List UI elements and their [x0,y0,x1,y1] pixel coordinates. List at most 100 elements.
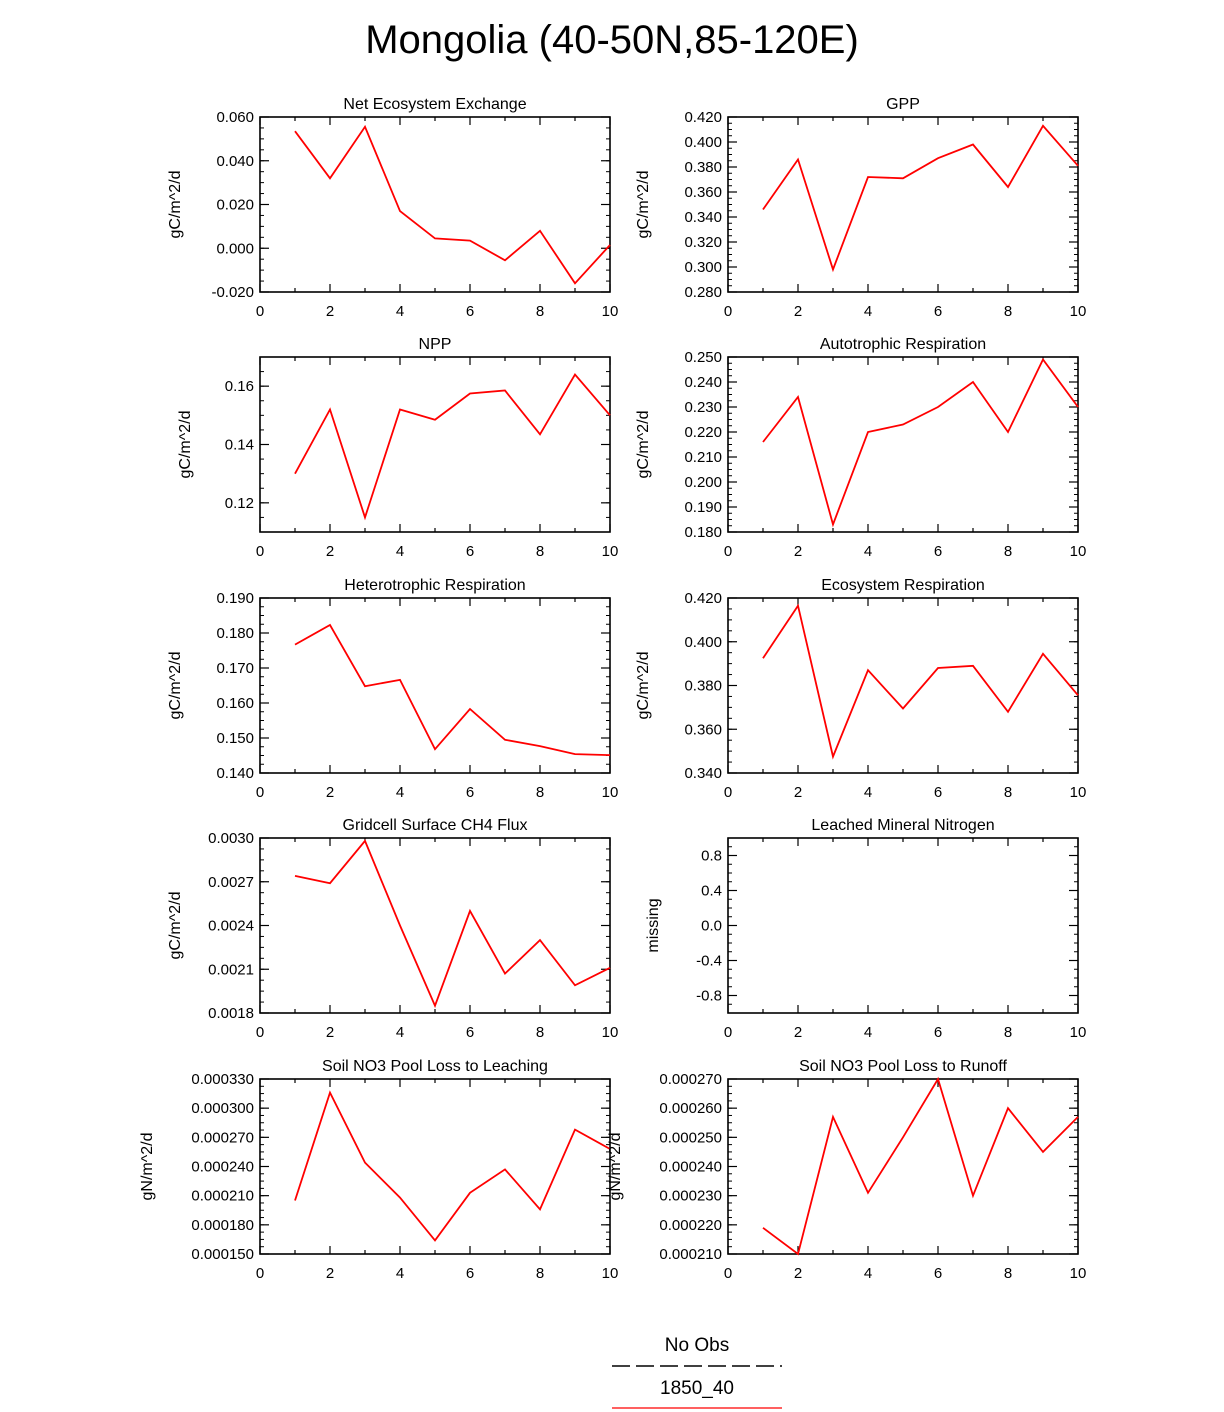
legend-line-1850-40 [612,1407,782,1409]
x-tick-label: 8 [1004,1265,1012,1282]
plot-frame [727,116,1079,293]
x-tick-label: 10 [1070,1024,1087,1041]
x-tick-label: 2 [326,543,334,560]
y-tick-label: 0.000240 [191,1159,254,1176]
y-tick-label: 0.000210 [191,1188,254,1205]
y-tick-label: 0.300 [684,259,722,276]
panel-title: Soil NO3 Pool Loss to Runoff [799,1058,1007,1075]
x-tick-label: 10 [1070,543,1087,560]
series-line [294,839,611,1009]
x-tick-label: 4 [864,303,872,320]
x-tick-label: 10 [602,784,619,801]
panel-title: Heterotrophic Respiration [344,577,525,594]
x-tick-label: 6 [934,543,942,560]
panel-8: Leached Mineral Nitrogen 0 2 4 6 8 10 -0.8 -0.4 0… [645,817,1086,1041]
series-line [762,124,1079,273]
x-tick-label: 6 [466,1024,474,1041]
y-axis-label: gN/m^2/d [139,1133,156,1201]
y-tick-label: -0.8 [696,988,722,1005]
y-tick-label: 0.280 [684,284,722,301]
y-axis-label: gC/m^2/d [635,652,652,720]
x-tick-label: 0 [256,1024,264,1041]
x-tick-label: 2 [326,1024,334,1041]
panel-7: Gridcell Surface CH4 Flux 0 2 4 6 8 10 0.0018 0.… [167,817,618,1041]
panel-title: Net Ecosystem Exchange [343,96,526,113]
series-line [762,357,1079,528]
x-tick-label: 8 [536,1265,544,1282]
y-tick-label: 0.250 [684,349,722,366]
y-tick-label: 0.000210 [659,1246,722,1263]
panel-3: NPP 0 2 4 6 8 10 0.12 0.14 0.16 gC/m^2/d [177,336,618,560]
y-tick-label: 0.000270 [659,1071,722,1088]
x-tick-label: 4 [396,1265,404,1282]
y-tick-label: 0.400 [684,134,722,151]
x-tick-label: 4 [864,784,872,801]
panel-6: Ecosystem Respiration 0 2 4 6 8 10 0.340 0.360 0.… [635,577,1086,801]
y-tick-label: 0.240 [684,374,722,391]
x-tick-label: 4 [396,784,404,801]
x-tick-label: 0 [256,303,264,320]
x-tick-label: 0 [724,543,732,560]
x-tick-label: 4 [396,543,404,560]
x-tick-label: 8 [536,543,544,560]
plot-frame [259,1078,611,1255]
x-tick-label: 2 [794,303,802,320]
y-tick-label: 0.180 [684,524,722,541]
y-tick-label: 0.340 [684,765,722,782]
x-tick-label: 8 [536,1024,544,1041]
y-tick-label: 0.12 [225,495,254,512]
y-tick-label: 0.190 [684,499,722,516]
x-tick-label: 0 [256,1265,264,1282]
x-tick-label: 6 [466,543,474,560]
y-tick-label: 0.060 [216,109,254,126]
plot-frame [259,837,611,1014]
panel-title: Leached Mineral Nitrogen [811,817,994,834]
x-tick-label: 6 [934,303,942,320]
plot-frame [727,597,1079,774]
x-tick-label: 10 [602,543,619,560]
series-line [294,372,611,521]
y-tick-label: 0.0021 [208,961,254,978]
x-tick-label: 10 [1070,1265,1087,1282]
y-axis-label: gC/m^2/d [167,892,184,960]
x-tick-label: 4 [396,303,404,320]
y-tick-label: 0.380 [684,678,722,695]
x-tick-label: 8 [1004,303,1012,320]
y-tick-label: -0.4 [696,953,722,970]
series-line [294,623,611,756]
y-tick-label: 0.360 [684,721,722,738]
y-axis-label: gC/m^2/d [167,652,184,720]
y-tick-label: 0.180 [216,625,254,642]
plot-frame [727,356,1079,533]
y-tick-label: 0.4 [701,883,722,900]
y-tick-label: 0.0027 [208,874,254,891]
y-axis-label: gC/m^2/d [635,411,652,479]
y-tick-label: 0.0018 [208,1005,254,1022]
legend-label-no-obs: No Obs [664,1335,730,1356]
y-tick-label: 0.200 [684,474,722,491]
x-tick-label: 8 [536,303,544,320]
x-tick-label: 0 [724,1024,732,1041]
y-tick-label: 0.8 [701,848,722,865]
x-tick-label: 10 [602,303,619,320]
y-tick-label: 0.000300 [191,1100,254,1117]
panel-title: Autotrophic Respiration [820,336,986,353]
x-tick-label: 8 [536,784,544,801]
x-tick-label: 2 [794,543,802,560]
y-tick-label: 0.000260 [659,1100,722,1117]
x-tick-label: 0 [256,784,264,801]
panel-9: Soil NO3 Pool Loss to Leaching 0 2 4 6 8 10 0.0… [139,1058,618,1282]
y-tick-label: 0.000150 [191,1246,254,1263]
legend-line-no-obs [612,1365,782,1367]
y-tick-label: 0.340 [684,209,722,226]
y-tick-label: 0.040 [216,153,254,170]
panel-4: Autotrophic Respiration 0 2 4 6 8 10 0.180 0.190… [635,336,1086,560]
y-tick-label: 0.320 [684,234,722,251]
y-tick-label: 0.220 [684,424,722,441]
x-tick-label: 10 [602,1024,619,1041]
y-tick-label: 0.16 [225,378,254,395]
y-axis-label: gC/m^2/d [177,411,194,479]
panel-1: Net Ecosystem Exchange 0 2 4 6 8 10 -0.020 0.000… [167,96,618,320]
y-tick-label: 0.230 [684,399,722,416]
